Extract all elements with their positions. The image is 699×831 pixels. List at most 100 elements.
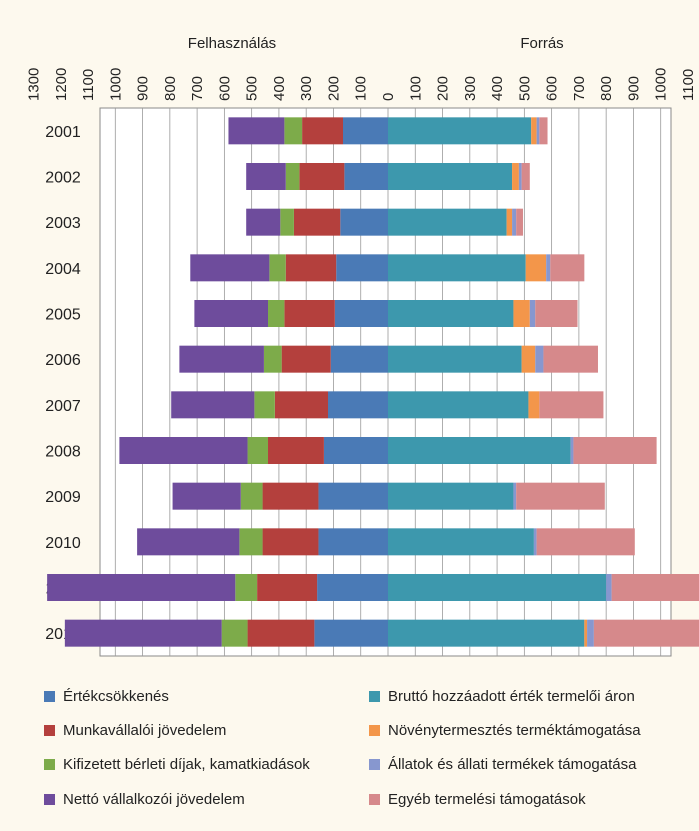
bar-segment	[516, 482, 605, 510]
bar-segment	[525, 254, 547, 282]
bar-segment	[318, 482, 388, 510]
x-tick-label: 1000	[653, 68, 670, 101]
bar-segment	[340, 208, 388, 236]
category-label: 2004	[45, 261, 81, 278]
bar-segment	[531, 117, 537, 145]
x-tick-label: 600	[216, 76, 233, 101]
category-label: 2010	[45, 535, 81, 552]
bar-segment	[239, 528, 263, 556]
x-tick-label: 1100	[80, 69, 97, 101]
bar-segment	[533, 528, 537, 556]
bar-segment	[388, 574, 607, 601]
bar-segment	[336, 254, 388, 282]
x-tick-label: 100	[407, 76, 424, 101]
bar-segment	[388, 163, 513, 190]
bar-segment	[314, 619, 388, 647]
right-panel-title: Forrás	[520, 35, 563, 52]
bar-segment	[285, 254, 337, 282]
bar-segment	[593, 619, 699, 647]
bar-segment	[268, 437, 324, 464]
bar-segment	[299, 163, 345, 190]
bar-segment	[284, 300, 335, 327]
left-panel-title: Felhasználás	[188, 35, 276, 52]
x-tick-label: 800	[598, 76, 615, 101]
bar-segment	[388, 300, 514, 327]
x-tick-label: 700	[189, 76, 206, 101]
plot-area	[99, 107, 672, 657]
bar-segment	[536, 117, 540, 145]
bar-segment	[388, 619, 585, 647]
bar-segment	[274, 391, 329, 419]
bar-segment	[262, 482, 319, 510]
category-label: 2009	[45, 489, 81, 506]
bar-segment	[293, 208, 341, 236]
bar-segment	[328, 391, 388, 419]
x-tick-label: 900	[135, 76, 152, 101]
bar-segment	[179, 345, 264, 373]
x-tick-label: 500	[516, 76, 533, 101]
bar-segment	[171, 391, 255, 419]
x-tick-label: 1200	[53, 68, 70, 101]
bar-segment	[573, 437, 657, 464]
bar-segment	[506, 208, 513, 236]
bar-segment	[330, 345, 388, 373]
bar-segment	[263, 345, 282, 373]
x-tick-label: 1100	[680, 69, 697, 101]
bar-segment	[285, 163, 300, 190]
bar-segment	[47, 574, 236, 601]
bar-segment	[302, 117, 344, 145]
x-tick-label: 0	[380, 93, 397, 101]
bar-segment	[190, 254, 270, 282]
bar-segment	[606, 574, 612, 601]
x-tick-label: 300	[298, 76, 315, 101]
category-label: 2003	[45, 215, 81, 232]
bar-segment	[516, 208, 523, 236]
x-tick-label: 800	[162, 76, 179, 101]
bar-segment	[284, 117, 303, 145]
bar-segment	[539, 117, 548, 145]
bar-segment	[388, 528, 534, 556]
bar-segment	[529, 300, 536, 327]
bar-segment	[318, 528, 388, 556]
bar-segment	[570, 437, 574, 464]
x-tick-label: 1300	[25, 68, 42, 101]
bar-segment	[587, 619, 594, 647]
bar-segment	[247, 437, 269, 464]
bar-segment	[388, 208, 507, 236]
category-label: 2001	[45, 124, 81, 141]
bar-segment	[388, 391, 529, 419]
bar-segment	[388, 117, 532, 145]
category-label: 2002	[45, 170, 81, 187]
bar-segment	[247, 619, 315, 647]
bar-segment	[388, 345, 522, 373]
bar-segment	[528, 391, 540, 419]
x-tick-label: 100	[353, 76, 370, 101]
bar-segment	[268, 300, 285, 327]
bar-segment	[513, 300, 530, 327]
bar-segment	[546, 254, 551, 282]
x-tick-label: 300	[462, 76, 479, 101]
bar-segment	[228, 117, 285, 145]
bar-segment	[323, 437, 388, 464]
bar-segment	[221, 619, 248, 647]
bar-segment	[521, 163, 530, 190]
bar-segment	[344, 163, 388, 190]
category-label: 2007	[45, 398, 81, 415]
bar-segment	[240, 482, 263, 510]
x-tick-label: 900	[625, 76, 642, 101]
bar-segment	[611, 574, 699, 601]
bar-segment	[543, 345, 598, 373]
bar-segment	[64, 619, 222, 647]
bar-segment	[194, 300, 269, 327]
bar-segment	[388, 254, 526, 282]
bar-segment	[512, 208, 517, 236]
bar-segment	[254, 391, 275, 419]
bar-segment	[262, 528, 319, 556]
x-tick-label: 200	[325, 76, 342, 101]
bar-segment	[246, 208, 281, 236]
bar-segment	[137, 528, 240, 556]
bar-segment	[280, 208, 294, 236]
bar-segment	[513, 482, 517, 510]
